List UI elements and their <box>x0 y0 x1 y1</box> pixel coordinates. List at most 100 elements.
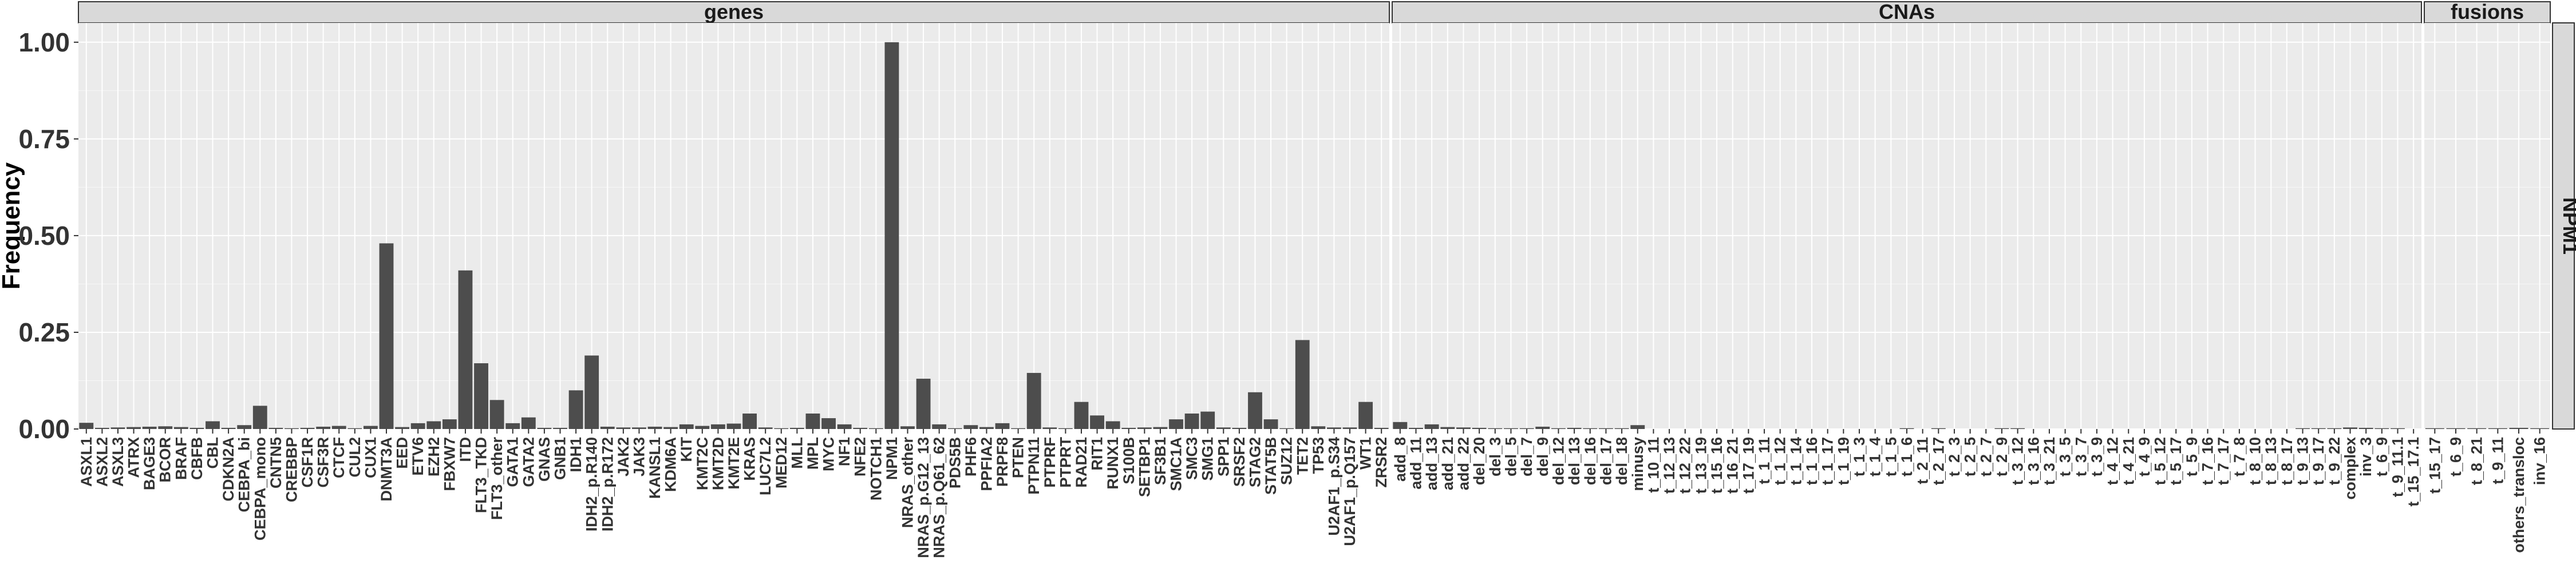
x-tick-label: BRAF <box>172 437 189 480</box>
x-tick-label: PRPF8 <box>994 437 1011 487</box>
bar-LUC7L2 <box>758 427 773 429</box>
bar-ITD <box>458 270 473 429</box>
bar-KRAS <box>742 413 757 429</box>
x-tick-label: NFE2 <box>852 437 869 476</box>
bar-CEBPA_bi <box>237 425 252 429</box>
x-tick-label: SETBP1 <box>1136 437 1153 497</box>
x-tick-label: CEBPA_bi <box>236 437 253 513</box>
bar-del_18 <box>1614 428 1629 429</box>
bar-PTPRT <box>1058 428 1073 429</box>
x-tick-label: t_4_12 <box>2104 437 2121 485</box>
x-tick-label: t_12_13 <box>1661 437 1678 494</box>
x-tick-label: del_9 <box>1534 437 1551 476</box>
bar-others_transloc <box>2509 427 2528 429</box>
x-tick-label: t_17_19 <box>1740 437 1757 494</box>
x-tick-label: add_21 <box>1439 437 1456 490</box>
x-tick-label: IDH1 <box>567 437 584 472</box>
x-tick-label: RIT1 <box>1089 437 1106 471</box>
panel-background <box>2424 23 2550 429</box>
bar-KMT2C <box>695 426 710 429</box>
x-tick-label: ASXL3 <box>109 437 127 487</box>
x-tick-label: t_1_6 <box>1898 437 1915 476</box>
bar-ATRX <box>127 427 141 429</box>
x-tick-label: minusy <box>1629 437 1646 491</box>
x-tick-label: CDKN2A <box>220 437 237 502</box>
bar-SRSF2 <box>1232 427 1247 429</box>
x-tick-label: S100B <box>1120 437 1137 484</box>
facet-strip <box>1392 1 2422 23</box>
x-tick-label: PTEN <box>1010 437 1027 478</box>
x-tick-label: others_transloc <box>2510 437 2527 553</box>
bar-MPL <box>805 413 820 429</box>
x-tick-label: MED12 <box>773 437 790 488</box>
x-tick-label: GNB1 <box>552 437 569 480</box>
x-tick-label: LUC7L2 <box>757 437 774 495</box>
x-tick-label: t_9_11 <box>2489 437 2506 484</box>
x-tick-label: t_6_9 <box>2447 437 2464 476</box>
bar-CDKN2A <box>221 427 236 429</box>
bar-KANSL1 <box>647 426 662 429</box>
x-tick-label: t_1_12 <box>1772 437 1789 485</box>
x-tick-label: t_6_9 <box>2373 437 2391 476</box>
x-tick-label: t_7_17 <box>2215 437 2232 485</box>
bar-t_1_6 <box>1899 428 1914 429</box>
bar-PRPF8 <box>995 423 1010 429</box>
bar-FBXW7 <box>442 419 457 429</box>
bar-add_11 <box>1409 427 1423 429</box>
x-tick-label: t_7_8 <box>2231 437 2248 476</box>
bar-ZRSR2 <box>1374 427 1389 429</box>
bar-NPM1 <box>884 42 899 430</box>
x-tick-label: TP53 <box>1310 437 1327 474</box>
x-tick-label: t_3_12 <box>2009 437 2026 485</box>
bar-NOTCH1 <box>868 428 883 429</box>
x-tick-label: NRAS_other <box>899 437 916 529</box>
bar-t_9_13 <box>2296 428 2310 429</box>
x-tick-label: del_17 <box>1597 437 1614 485</box>
x-tick-label: GATA1 <box>504 437 521 487</box>
bar-STAT5B <box>1263 419 1278 429</box>
x-tick-label: t_2_17 <box>1930 437 1947 485</box>
x-tick-label: t_1_16 <box>1803 437 1820 485</box>
bar-NRAS_p.G12_13 <box>916 379 931 429</box>
facet-strip <box>78 1 1390 23</box>
x-tick-label: del_3 <box>1487 437 1504 476</box>
x-tick-label: t_9_22 <box>2326 437 2343 485</box>
x-tick-label: SUZ12 <box>1278 437 1295 485</box>
bar-FLT3_TKD <box>474 363 488 429</box>
x-tick-label: CBFB <box>188 437 206 480</box>
y-tick-label: 0.00 <box>18 414 70 444</box>
bar-IDH2_p.R140 <box>584 355 599 429</box>
bar-del_9 <box>1535 426 1550 429</box>
x-tick-label: NRAS_p.G12_13 <box>915 437 932 558</box>
bar-add_22 <box>1456 427 1471 429</box>
x-tick-label: KMT2D <box>709 437 726 490</box>
x-tick-label: del_16 <box>1582 437 1599 485</box>
facet-panel-fusions: fusions t_15_17 t_6_9 t_8_21 t_9_11 others_tr… <box>2424 0 2551 553</box>
x-tick-label: KRAS <box>741 437 758 481</box>
bar-del_3 <box>1488 428 1503 429</box>
x-tick-label: EZH2 <box>425 437 442 476</box>
bar-NF1 <box>837 424 852 429</box>
bar-t_3_12 <box>2010 428 2025 429</box>
x-tick-label: IDH2_p.R140 <box>583 437 600 531</box>
y-axis: 0.00 0.25 0.50 0.75 1.00 <box>18 27 78 444</box>
bar-GATA2 <box>521 417 536 429</box>
x-tick-label: del_20 <box>1471 437 1488 485</box>
x-tick-label: inv_16 <box>2531 437 2549 485</box>
x-tick-label: CTCF <box>330 437 347 478</box>
y-tick-label: 0.25 <box>18 317 70 347</box>
facet-strip <box>2424 1 2551 23</box>
bar-TP53 <box>1311 426 1326 429</box>
bar-PHF6 <box>963 425 978 429</box>
x-tick-label: NPM1 <box>883 437 900 480</box>
bar-KMT2D <box>710 424 725 429</box>
x-tick-label: del_13 <box>1566 437 1583 485</box>
x-tick-label: ATRX <box>125 437 143 478</box>
bar-IDH2_p.R172 <box>600 426 615 429</box>
x-tick-label: CUL2 <box>346 437 364 478</box>
x-tick-label: t_13_19 <box>1692 437 1709 494</box>
bar-t_9_11.1 <box>2391 428 2405 429</box>
facet-label: CNAs <box>1879 0 1935 23</box>
x-tick-label: ETV6 <box>409 437 426 476</box>
x-tick-label: complex <box>2342 437 2359 500</box>
